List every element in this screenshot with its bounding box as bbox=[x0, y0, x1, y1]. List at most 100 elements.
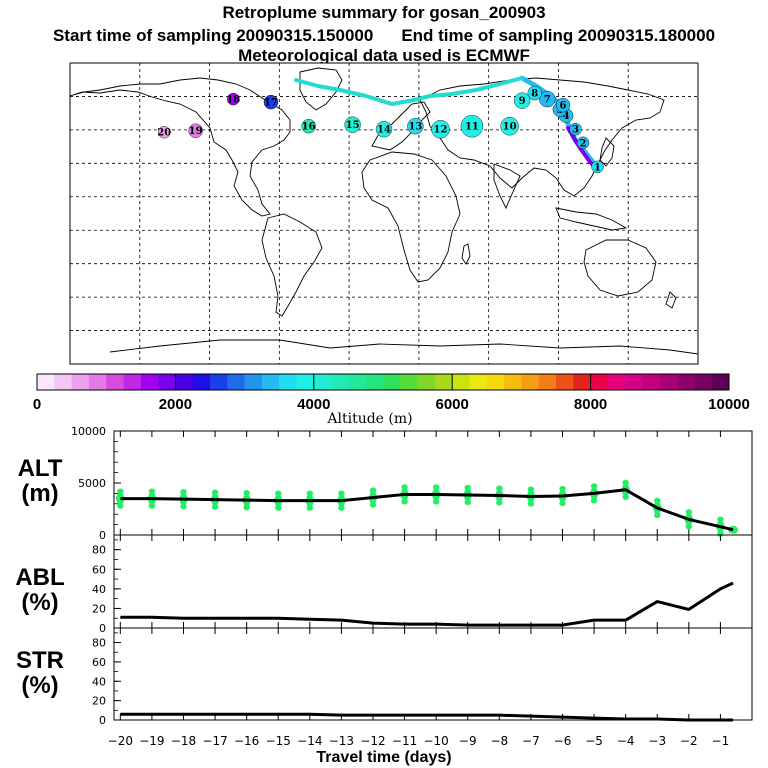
abl-label-unit: (%) bbox=[21, 589, 59, 616]
alt-spread-dot bbox=[338, 490, 345, 497]
alt-spread-dot bbox=[496, 485, 503, 492]
alt-spread-dot bbox=[401, 484, 408, 491]
colorbar-cell bbox=[383, 374, 401, 390]
alt-y-tick-label: 5000 bbox=[78, 477, 106, 490]
alt-spread-dot bbox=[559, 500, 566, 507]
colorbar-tick-label: 8000 bbox=[574, 396, 607, 413]
alt-spread-dot bbox=[148, 503, 156, 509]
coast-greenland bbox=[299, 67, 343, 111]
str-y-tick-label: 40 bbox=[92, 675, 106, 688]
alt-spread-dot bbox=[685, 523, 693, 530]
str-y-tick-label: 60 bbox=[92, 656, 106, 669]
colorbar-cell bbox=[106, 374, 124, 390]
abl-y-tick-label: 60 bbox=[92, 563, 106, 576]
cluster-marker-label: 2 bbox=[580, 138, 587, 149]
colorbar-cell bbox=[140, 374, 159, 390]
colorbar-tick-label: 10000 bbox=[708, 396, 750, 413]
alt-spread-dot bbox=[432, 484, 440, 491]
cluster-marker bbox=[500, 117, 519, 136]
abl-y-tick-label: 40 bbox=[92, 583, 106, 596]
alt-y-tick-label: 10000 bbox=[71, 425, 106, 438]
colorbar-cell bbox=[694, 374, 712, 390]
alt-spread-dot bbox=[527, 500, 535, 507]
x-tick-label: −1 bbox=[712, 734, 730, 748]
x-tick-label: −14 bbox=[297, 734, 322, 748]
coast-north-america bbox=[69, 77, 291, 217]
abl-panel-label: ABL (%) bbox=[0, 565, 80, 615]
alt-spread-dot bbox=[306, 494, 314, 501]
alt-spread-dot bbox=[654, 497, 661, 504]
coast-australia bbox=[583, 239, 657, 297]
coast-india bbox=[493, 163, 521, 210]
cluster-marker-label: 11 bbox=[465, 122, 479, 133]
alt-spread-dot bbox=[559, 490, 566, 496]
alt-spread-dot bbox=[275, 505, 282, 511]
colorbar-cell bbox=[556, 374, 574, 390]
cluster-marker bbox=[301, 119, 316, 134]
colorbar-cell bbox=[71, 374, 90, 390]
cluster-marker-label: 6 bbox=[559, 101, 566, 112]
alt-spread-dot bbox=[401, 498, 408, 505]
colorbar-cell bbox=[296, 374, 315, 390]
alt-spread-dot bbox=[211, 493, 219, 500]
colorbar-tick-label: 6000 bbox=[436, 396, 469, 413]
colorbar-cell bbox=[452, 374, 470, 390]
x-tick-label: −10 bbox=[423, 734, 448, 748]
alt-spread-dot bbox=[148, 488, 156, 495]
alt-spread-dot bbox=[117, 488, 124, 495]
colorbar-cell bbox=[88, 374, 107, 390]
x-tick-label: −20 bbox=[108, 734, 133, 748]
colorbar-cell bbox=[711, 374, 730, 390]
coast-madagascar bbox=[461, 243, 471, 265]
colorbar-cell bbox=[279, 374, 297, 390]
cluster-marker-label: 1 bbox=[594, 162, 601, 173]
alt-spread-dot bbox=[117, 492, 124, 499]
map-frame bbox=[69, 62, 699, 365]
coast-new-zealand bbox=[665, 291, 677, 309]
alt-spread-dot bbox=[180, 503, 187, 510]
alt-panel: 10000 5000 0 bbox=[71, 425, 753, 542]
cluster-marker bbox=[263, 94, 279, 110]
alt-y-tick-label: 0 bbox=[99, 529, 106, 542]
colorbar-cell bbox=[400, 374, 418, 390]
cluster-marker-label: 13 bbox=[408, 122, 422, 133]
x-tick-label: −13 bbox=[329, 734, 354, 748]
cluster-marker bbox=[569, 123, 582, 136]
alt-spread-dot bbox=[243, 490, 250, 496]
alt-spread-dot bbox=[685, 509, 693, 515]
colorbar-cells bbox=[37, 374, 730, 390]
alt-spread-dot bbox=[464, 488, 471, 495]
alt-spread-dot bbox=[622, 479, 629, 486]
alt-spread-dot bbox=[243, 504, 250, 511]
alt-label-unit: (m) bbox=[21, 480, 59, 507]
str-series-line bbox=[120, 712, 734, 722]
alt-spread-dot bbox=[338, 494, 345, 501]
colorbar-label: Altitude (m) bbox=[326, 411, 412, 427]
x-axis-label: Travel time (days) bbox=[316, 749, 452, 766]
alt-spread-dot bbox=[590, 483, 598, 489]
cluster-marker bbox=[157, 126, 171, 139]
colorbar-cell bbox=[158, 374, 176, 390]
cluster-marker-label: 17 bbox=[264, 98, 278, 109]
alt-spread-dot bbox=[275, 490, 282, 497]
str-panel-frame bbox=[113, 627, 753, 721]
cluster-marker bbox=[375, 121, 393, 138]
alt-spread-dot bbox=[622, 483, 629, 490]
world-map: 1234567891011121314151617181920 bbox=[69, 62, 699, 365]
alt-spread-dot bbox=[338, 505, 345, 511]
cluster-marker bbox=[513, 92, 531, 109]
alt-spread-dot bbox=[306, 505, 314, 511]
abl-panel-frame bbox=[113, 534, 753, 629]
cluster-marker bbox=[344, 116, 361, 133]
abl-y-tick-label: 0 bbox=[99, 622, 106, 635]
colorbar-cell bbox=[677, 374, 695, 390]
alt-spread-dot bbox=[211, 489, 219, 496]
cluster-marker-label: 20 bbox=[157, 128, 171, 139]
altitude-colorbar: 0 2000 4000 6000 8000 10000 Altitude (m) bbox=[33, 373, 750, 427]
alt-spread-dot bbox=[148, 492, 156, 499]
colorbar-cell bbox=[538, 374, 557, 390]
cluster-marker-label: 7 bbox=[544, 95, 551, 106]
coast-japan bbox=[599, 137, 615, 167]
